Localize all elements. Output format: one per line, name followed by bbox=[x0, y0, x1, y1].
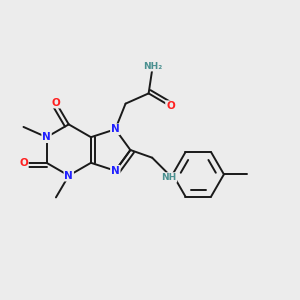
Text: N: N bbox=[64, 171, 73, 181]
Text: NH: NH bbox=[161, 173, 176, 182]
Text: O: O bbox=[52, 98, 60, 108]
Text: N: N bbox=[42, 132, 51, 142]
Text: O: O bbox=[166, 101, 175, 111]
Text: NH₂: NH₂ bbox=[143, 62, 162, 71]
Text: N: N bbox=[111, 124, 120, 134]
Text: N: N bbox=[111, 166, 120, 176]
Text: O: O bbox=[19, 158, 28, 168]
